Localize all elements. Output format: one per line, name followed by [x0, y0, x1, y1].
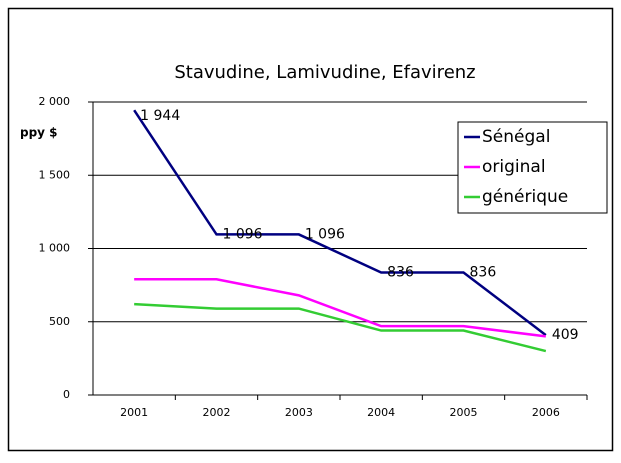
legend-label: original — [482, 157, 546, 177]
x-tick-label: 2005 — [450, 406, 478, 419]
x-tick-label: 2001 — [120, 406, 148, 419]
data-label: 1 944 — [140, 108, 180, 124]
y-tick-label: 2 000 — [39, 95, 71, 108]
y-tick-label: 1 500 — [39, 168, 71, 181]
data-label: 409 — [552, 327, 579, 343]
chart-border — [7, 7, 614, 452]
series-line — [133, 109, 547, 337]
y-tick-label: 0 — [63, 388, 70, 401]
series-line — [134, 278, 546, 338]
data-label: 836 — [470, 265, 497, 281]
data-label: 836 — [387, 265, 414, 281]
series-line — [134, 302, 547, 353]
legend-label: Sénégal — [482, 127, 550, 147]
y-tick-label: 500 — [49, 315, 70, 328]
chart-title: Stavudine, Lamivudine, Efavirenz — [174, 62, 475, 83]
x-tick-label: 2006 — [532, 406, 560, 419]
y-tick-label: 1 000 — [39, 242, 71, 255]
data-label: 1 096 — [305, 226, 345, 242]
x-tick-label: 2004 — [367, 406, 395, 419]
y-axis-label: ppy $ — [20, 126, 58, 140]
legend-label: générique — [482, 187, 568, 207]
x-tick-label: 2002 — [203, 406, 231, 419]
data-label: 1 096 — [223, 226, 263, 242]
legend-box — [457, 121, 608, 214]
x-tick-label: 2003 — [285, 406, 313, 419]
